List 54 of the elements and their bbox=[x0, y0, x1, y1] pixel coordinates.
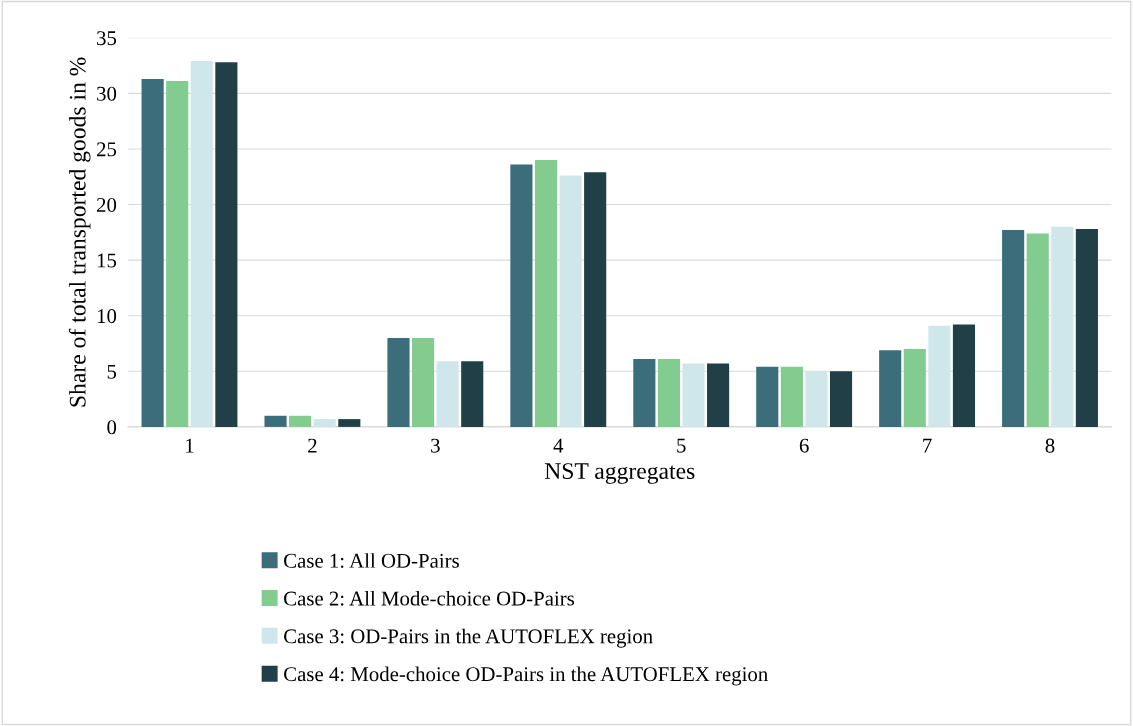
y-tick-label: 30 bbox=[97, 86, 117, 101]
bar bbox=[1002, 230, 1025, 427]
bar bbox=[928, 325, 951, 427]
x-tick-label: 7 bbox=[923, 438, 932, 453]
bar bbox=[190, 61, 213, 427]
bar bbox=[264, 415, 287, 427]
x-axis-title: NST aggregates bbox=[544, 463, 695, 484]
y-axis-title: Share of total transported goods in % bbox=[68, 57, 91, 407]
bar bbox=[461, 361, 484, 427]
bar bbox=[952, 324, 976, 427]
y-tick-label: 20 bbox=[97, 197, 117, 212]
bar bbox=[1075, 228, 1098, 427]
bar bbox=[1026, 233, 1049, 427]
bar bbox=[510, 164, 533, 427]
x-tick-label: 6 bbox=[799, 438, 809, 453]
legend-label: Case 2: All Mode-choice OD-Pairs bbox=[284, 590, 575, 606]
x-tick-label: 8 bbox=[1045, 438, 1055, 453]
bar bbox=[780, 366, 803, 427]
x-tick-label: 3 bbox=[431, 438, 440, 453]
bar bbox=[313, 419, 336, 427]
legend-label: Case 3: OD-Pairs in the AUTOFLEX region bbox=[284, 628, 653, 648]
y-tick-label: 25 bbox=[97, 142, 117, 157]
bar bbox=[412, 337, 435, 427]
x-tick-label: 4 bbox=[553, 438, 564, 453]
bar bbox=[1051, 226, 1074, 427]
bar bbox=[657, 359, 680, 427]
y-tick-label: 10 bbox=[97, 309, 117, 324]
bar bbox=[903, 349, 926, 427]
bar bbox=[829, 371, 853, 427]
legend-label: Case 1: All OD-Pairs bbox=[284, 553, 459, 568]
legend-label: Case 4: Mode-choice OD-Pairs in the AUTOFLEX region bbox=[284, 666, 768, 686]
y-tick-label: 35 bbox=[97, 31, 117, 46]
bar bbox=[756, 366, 779, 427]
bar bbox=[338, 419, 361, 427]
x-tick-label: 5 bbox=[677, 438, 686, 453]
x-tick-label: 1 bbox=[186, 438, 194, 453]
bar bbox=[166, 81, 189, 427]
bar bbox=[141, 78, 164, 427]
bar bbox=[215, 62, 238, 427]
bar bbox=[559, 175, 582, 427]
bar bbox=[633, 359, 656, 427]
x-tick-label: 2 bbox=[308, 438, 317, 453]
bar bbox=[387, 337, 410, 427]
bar bbox=[534, 160, 558, 427]
bar bbox=[707, 363, 730, 427]
bar bbox=[682, 363, 705, 427]
bar bbox=[879, 350, 902, 427]
y-tick-label: 0 bbox=[107, 420, 117, 435]
bar bbox=[289, 415, 312, 427]
bar bbox=[584, 172, 607, 427]
bar bbox=[436, 361, 459, 427]
y-tick-label: 5 bbox=[107, 364, 117, 379]
y-tick-label: 15 bbox=[97, 253, 117, 268]
bar bbox=[805, 371, 828, 427]
